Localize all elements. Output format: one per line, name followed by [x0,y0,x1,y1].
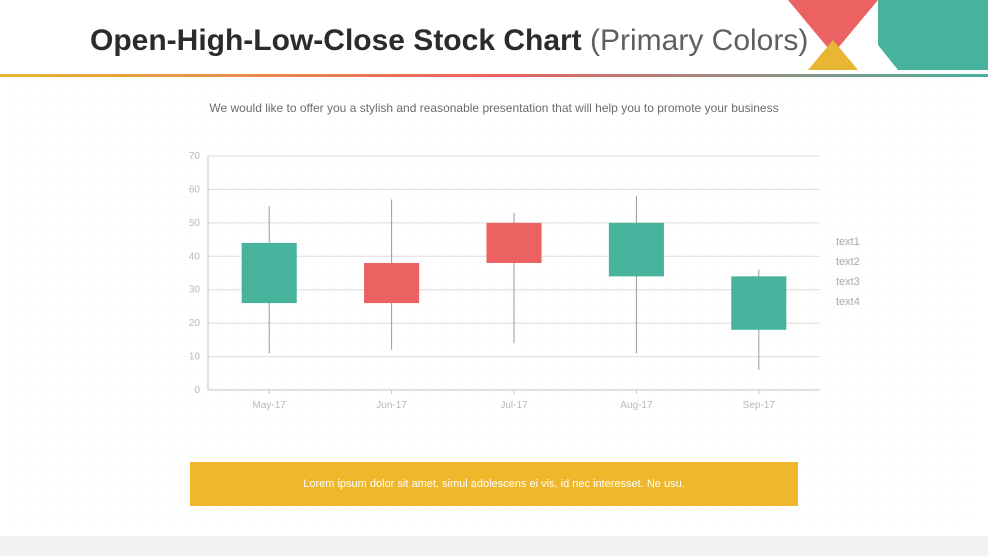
candle-body [609,223,664,276]
legend-item: text4 [836,292,860,312]
y-tick-label: 60 [189,184,201,195]
subtitle: We would like to offer you a stylish and… [0,101,988,115]
y-tick-label: 20 [189,318,201,329]
candle-body [486,223,541,263]
title-area: Open-High-Low-Close Stock Chart (Primary… [90,24,948,58]
ohlc-chart: 0 10 20 30 40 50 60 70 May-17 Jun-17 Jul-17 Aug-17 S… [170,150,830,420]
y-tick-label: 70 [189,151,201,162]
footer-text: Lorem ipsum dolor sit amet, simul adoles… [303,478,685,490]
bottom-strip [0,536,988,556]
footer-box: Lorem ipsum dolor sit amet, simul adoles… [190,462,798,506]
candle-body [731,276,786,329]
x-tick-label: May-17 [253,400,287,411]
y-tick-label: 30 [189,285,201,296]
y-tick-label: 10 [189,352,201,363]
x-tick-label: Jul-17 [500,400,528,411]
x-tick-label: Aug-17 [620,400,653,411]
title-sub: (Primary Colors) [590,24,808,57]
y-tick-label: 0 [194,385,200,396]
divider [0,74,988,77]
x-tick-label: Sep-17 [743,400,776,411]
legend-item: text1 [836,232,860,252]
y-tick-label: 50 [189,218,201,229]
legend-item: text2 [836,252,860,272]
slide: Open-High-Low-Close Stock Chart (Primary… [0,0,988,556]
x-tick-label: Jun-17 [376,400,407,411]
candle-body [242,243,297,303]
legend-item: text3 [836,272,860,292]
candle-body [364,263,419,303]
title-main: Open-High-Low-Close Stock Chart [90,24,590,57]
y-tick-label: 40 [189,251,201,262]
legend: text1text2text3text4 [836,232,860,312]
